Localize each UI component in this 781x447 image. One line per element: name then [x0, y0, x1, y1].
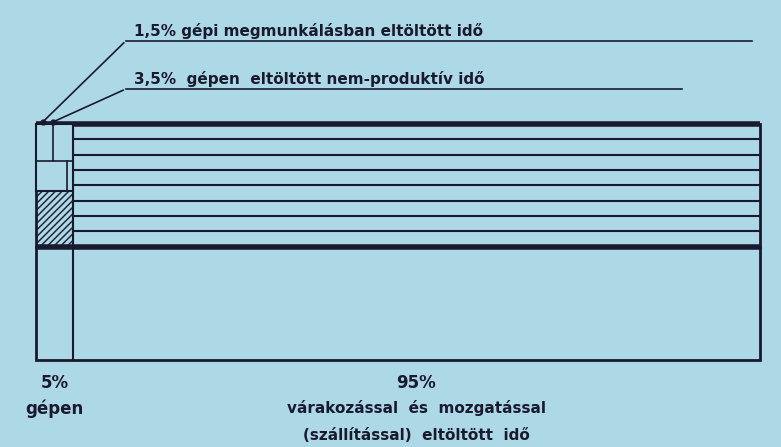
Text: várakozással  és  mozgatással: várakozással és mozgatással — [287, 400, 546, 416]
Text: 95%: 95% — [397, 374, 437, 392]
Bar — [37, 124, 760, 247]
Bar — [73, 124, 760, 247]
Text: (szállítással)  eltöltött  idő: (szállítással) eltöltött idő — [303, 428, 530, 443]
Text: gépen: gépen — [25, 400, 84, 418]
Bar — [37, 124, 73, 191]
Bar — [37, 124, 73, 247]
Text: 3,5%  gépen  eltöltött nem-produktív idő: 3,5% gépen eltöltött nem-produktív idő — [134, 71, 484, 87]
Bar — [37, 247, 760, 360]
Text: 1,5% gépi megmunkálásban eltöltött idő: 1,5% gépi megmunkálásban eltöltött idő — [134, 23, 483, 38]
Text: 5%: 5% — [41, 374, 69, 392]
